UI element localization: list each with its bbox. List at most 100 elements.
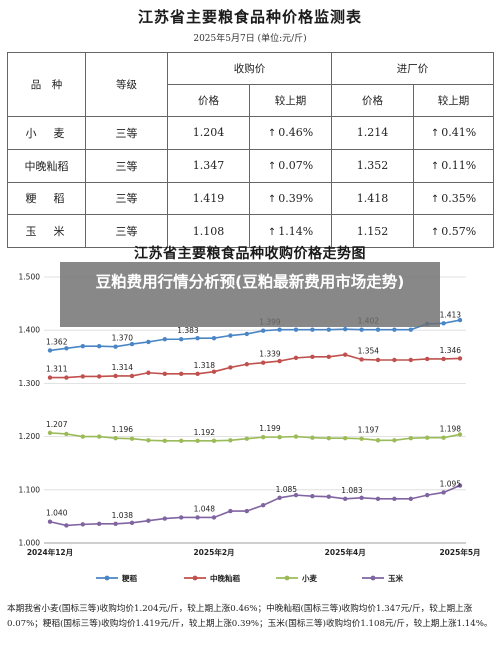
- data-point: [80, 343, 86, 349]
- data-point: [97, 343, 102, 349]
- grade-cell: 三等: [85, 148, 168, 183]
- data-label: 1.207: [46, 420, 68, 429]
- data-point: [310, 435, 315, 440]
- data-point: [343, 435, 348, 441]
- purchase-price-cell: 1.204: [167, 116, 250, 150]
- grade-cell: 三等: [85, 214, 168, 248]
- data-point: [228, 438, 233, 443]
- data-point: [310, 327, 315, 332]
- up-arrow-icon: ↑: [267, 128, 277, 140]
- data-point: [146, 518, 151, 523]
- data-label: 1.383: [177, 326, 199, 335]
- data-point: [392, 357, 397, 363]
- data-label: 1.318: [194, 361, 216, 370]
- data-label: 1.048: [194, 504, 216, 513]
- data-point: [146, 339, 151, 345]
- col-header-ex-factory: 进厂价: [331, 52, 494, 85]
- data-point: [47, 519, 53, 524]
- legend-marker: [284, 575, 290, 581]
- data-point: [326, 327, 331, 332]
- data-point: [244, 331, 249, 337]
- data-point: [129, 436, 135, 441]
- factory-price-cell: 1.352: [331, 148, 414, 183]
- data-label: 1.311: [46, 365, 68, 374]
- data-point: [179, 337, 184, 342]
- data-point: [408, 435, 413, 441]
- data-point: [293, 492, 299, 498]
- x-tick-label: 2025年4月: [325, 547, 366, 557]
- data-point: [457, 317, 463, 323]
- x-tick-label: 2025年5月: [439, 547, 480, 557]
- data-point: [129, 341, 135, 347]
- data-point: [129, 520, 135, 525]
- data-point: [343, 326, 348, 332]
- data-point: [97, 374, 102, 379]
- data-point: [179, 438, 184, 444]
- data-point: [310, 493, 315, 499]
- legend-label: 玉米: [388, 573, 403, 583]
- purchase-price-cell: 1.419: [167, 181, 250, 216]
- data-point: [64, 375, 69, 380]
- series-line: [49, 319, 461, 352]
- data-label: 1.197: [358, 426, 380, 435]
- up-arrow-icon: ↑: [267, 226, 277, 238]
- factory-price-cell: 1.152: [331, 214, 414, 248]
- data-label: 1.314: [112, 363, 134, 372]
- variety-name: 玉 米: [7, 214, 86, 248]
- data-point: [113, 344, 118, 349]
- data-point: [392, 496, 397, 502]
- data-point: [343, 352, 348, 357]
- grade-cell: 三等: [85, 116, 168, 150]
- data-point: [359, 357, 364, 362]
- legend-label: 粳稻: [121, 573, 137, 583]
- data-point: [457, 432, 463, 437]
- data-point: [97, 521, 102, 527]
- factory-price-cell: 1.418: [331, 181, 414, 216]
- page-title: 江苏省主要粮食品种价格监测表: [137, 8, 362, 26]
- data-point: [211, 335, 217, 341]
- data-point: [408, 327, 413, 332]
- data-point: [146, 438, 151, 443]
- data-point: [441, 490, 446, 495]
- col-header-factory-price: 价格: [331, 84, 414, 117]
- data-label: 1.095: [440, 479, 462, 488]
- data-label: 1.354: [358, 346, 380, 355]
- data-point: [211, 515, 217, 520]
- data-point: [359, 495, 364, 500]
- data-point: [47, 430, 53, 436]
- data-label: 1.040: [46, 509, 68, 518]
- data-point: [64, 346, 69, 351]
- col-header-grade: 等级: [85, 52, 168, 117]
- data-point: [441, 321, 446, 326]
- grade-cell: 三等: [85, 181, 168, 216]
- data-point: [97, 434, 102, 439]
- data-point: [277, 495, 282, 500]
- data-point: [343, 496, 348, 502]
- data-label: 1.085: [276, 485, 298, 494]
- col-header-variety: 品 种: [7, 52, 86, 117]
- y-tick-label: 1.300: [19, 379, 41, 388]
- data-point: [425, 492, 430, 498]
- col-header-purchase-price: 价格: [167, 84, 250, 117]
- legend-marker: [192, 575, 198, 581]
- data-label: 1.196: [112, 425, 134, 434]
- data-point: [326, 494, 331, 499]
- price-monitor-table: 品 种 等级 收购价 进厂价 价格 较上期 价格 较上期 小 麦 三等 1.20…: [7, 52, 494, 248]
- data-point: [392, 327, 397, 332]
- col-header-purchase-change: 较上期: [249, 84, 332, 117]
- up-arrow-icon: ↑: [430, 193, 440, 205]
- factory-change-cell: ↑ 0.11%: [413, 148, 494, 183]
- data-point: [277, 327, 282, 332]
- data-point: [211, 369, 217, 374]
- data-point: [392, 438, 397, 443]
- data-point: [359, 327, 364, 332]
- data-point: [261, 434, 266, 440]
- up-arrow-icon: ↑: [430, 161, 440, 173]
- data-point: [261, 503, 266, 508]
- factory-change-cell: ↑ 0.57%: [413, 214, 494, 248]
- up-arrow-icon: ↑: [430, 128, 440, 140]
- data-point: [195, 335, 200, 341]
- series-line: [49, 432, 461, 442]
- legend-label: 小麦: [302, 573, 317, 583]
- data-point: [64, 523, 69, 528]
